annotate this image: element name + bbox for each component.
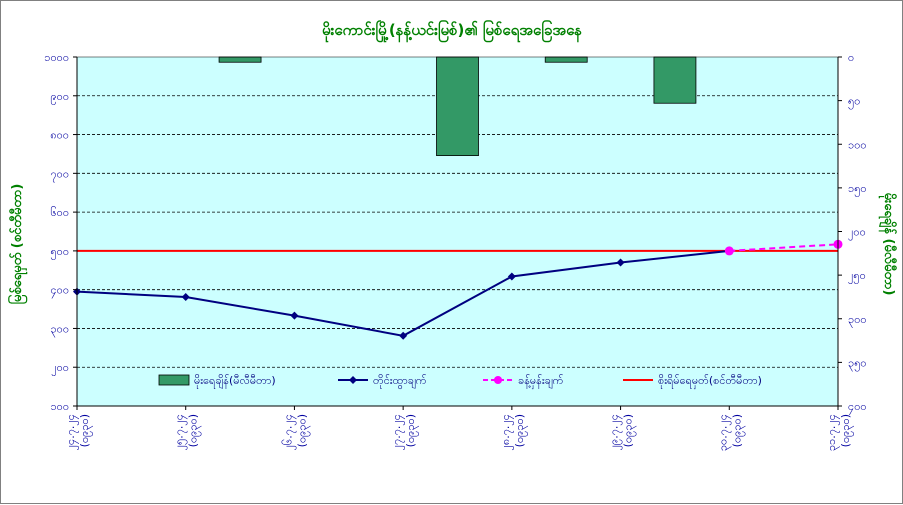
x-tick-date: ၂၆.၇.၂၄	[281, 414, 296, 450]
y-left-tick-label: ၁၀၀၀	[44, 51, 69, 64]
rainfall-bar	[436, 56, 479, 156]
x-tick-label: ၂၅.၇.၂၄ (၀၉၃၀)	[173, 414, 202, 450]
legend-label: ခန့်မှန်းချက်	[518, 374, 564, 389]
y-left-tick-label: ၈၀၀	[50, 129, 69, 142]
y-right-tick-label: ၄၀၀	[848, 400, 867, 415]
x-tick-date: ၂၉.၇.၂၄	[608, 414, 623, 450]
y-left-tick-label: ၁၀၀	[50, 400, 69, 413]
y-left-tick-label: ၅၀၀	[50, 245, 69, 260]
forecast-level-line	[729, 243, 839, 252]
y-right-tick-label: ၁၀၀	[848, 138, 867, 151]
x-tick-time: (၀၉၃၀)	[78, 414, 93, 447]
rainfall-bar	[218, 56, 262, 63]
observed-point	[181, 293, 190, 302]
x-tick-date: ၃၁.၇.၂၄	[825, 414, 840, 451]
y-right-tick-label: ၃၀၀	[848, 313, 867, 328]
forecast-point	[724, 246, 734, 256]
x-tick-label: ၂၆.၇.၂၄ (၀၉၃၀)	[281, 414, 310, 450]
x-tick-date: ၂၇.၇.၂၄	[390, 414, 405, 450]
x-tick-date: ၂၄.၇.၂၄	[64, 414, 79, 450]
x-tick-time: (၀၉၃၀)	[513, 414, 528, 447]
y-right-tick-label: ၅၀	[848, 95, 860, 110]
x-tick-date: ၂၈.၇.၂၄	[499, 414, 514, 450]
observed-point	[616, 258, 625, 267]
y-axis-right-title: မိုးရေချိန် (မီလီမီတာ)	[878, 193, 898, 296]
rainfall-bar	[544, 56, 588, 63]
rainfall-bar	[653, 56, 697, 104]
y-left-tick-label: ၆၀၀	[50, 206, 69, 219]
x-tick-time: (၀၉၃၀)	[622, 414, 637, 447]
x-tick-label: ၂၇.၇.၂၄ (၀၉၃၀)	[390, 414, 419, 450]
chart-title: မိုးကောင်းမြို့(နန့်ယင်းမြစ်)၏ မြစ်ရေအခြ…	[322, 19, 582, 43]
observed-point	[399, 331, 408, 340]
observed-point	[290, 311, 299, 320]
x-tick-time: (၀၉၃၀)	[404, 414, 419, 447]
legend-label: စိုးရိမ်ရေမှတ်(စင်တီမီတာ)	[658, 374, 762, 389]
legend-swatch-rainfall	[158, 374, 190, 386]
x-tick-label: ၃၁.၇.၂၄ (၀၉၃၀)	[825, 414, 854, 451]
y-right-tick-label: ၂၅၀	[848, 269, 866, 284]
y-left-tick-label: ၉၀၀	[50, 90, 69, 105]
x-tick-label: ၂၉.၇.၂၄ (၀၉၃၀)	[608, 414, 637, 450]
legend-marker-observed	[349, 376, 357, 384]
x-tick-time: (၀၉၃၀)	[730, 414, 745, 447]
legend: မိုးရေချိန်(မီလီမီတာ) တိုင်းထွာချက် ခန့်မှ…	[158, 374, 762, 389]
y-axis-left-title: မြစ်ရေမှတ် (စင်တီမီတာ)	[7, 184, 28, 305]
x-tick-date: ၃၀.၇.၂၄	[716, 414, 731, 451]
x-tick-time: (၀၉၃၀)	[187, 414, 202, 447]
legend-marker-forecast	[494, 376, 502, 384]
x-tick-time: (၀၉၃၀)	[295, 414, 310, 447]
x-tick-time: (၀၉၃၀)	[839, 414, 854, 447]
x-tick-label: ၃၀.၇.၂၄ (၀၉၃၀)	[716, 414, 745, 451]
y-left-tick-label: ၂၀၀	[51, 361, 69, 376]
axes: ၁၀၀၀၉၀၀၈၀၀၇၀၀၆၀၀၅၀၀၄၀၀၃၀၀၂၀၀၁၀၀၀၅၀၁၀၀၁၅၀…	[44, 51, 866, 451]
y-right-tick-label: ၀	[848, 51, 854, 64]
y-right-tick-label: ၁၅၀	[848, 182, 867, 197]
y-left-tick-label: ၄၀၀	[50, 284, 69, 299]
observed-point	[507, 272, 516, 281]
x-tick-date: ၂၅.၇.၂၄	[173, 414, 188, 450]
y-left-tick-label: ၃၀၀	[50, 322, 69, 337]
y-left-tick-label: ၇၀၀	[50, 167, 69, 182]
x-tick-label: ၂၄.၇.၂၄ (၀၉၃၀)	[64, 414, 93, 450]
y-right-tick-label: ၂၀၀	[848, 226, 866, 241]
x-tick-label: ၂၈.၇.၂၄ (၀၉၃၀)	[499, 414, 528, 450]
legend-label: မိုးရေချိန်(မီလီမီတာ)	[194, 374, 276, 389]
legend-label: တိုင်းထွာချက်	[373, 374, 427, 389]
y-right-tick-label: ၃၅၀	[848, 356, 867, 371]
